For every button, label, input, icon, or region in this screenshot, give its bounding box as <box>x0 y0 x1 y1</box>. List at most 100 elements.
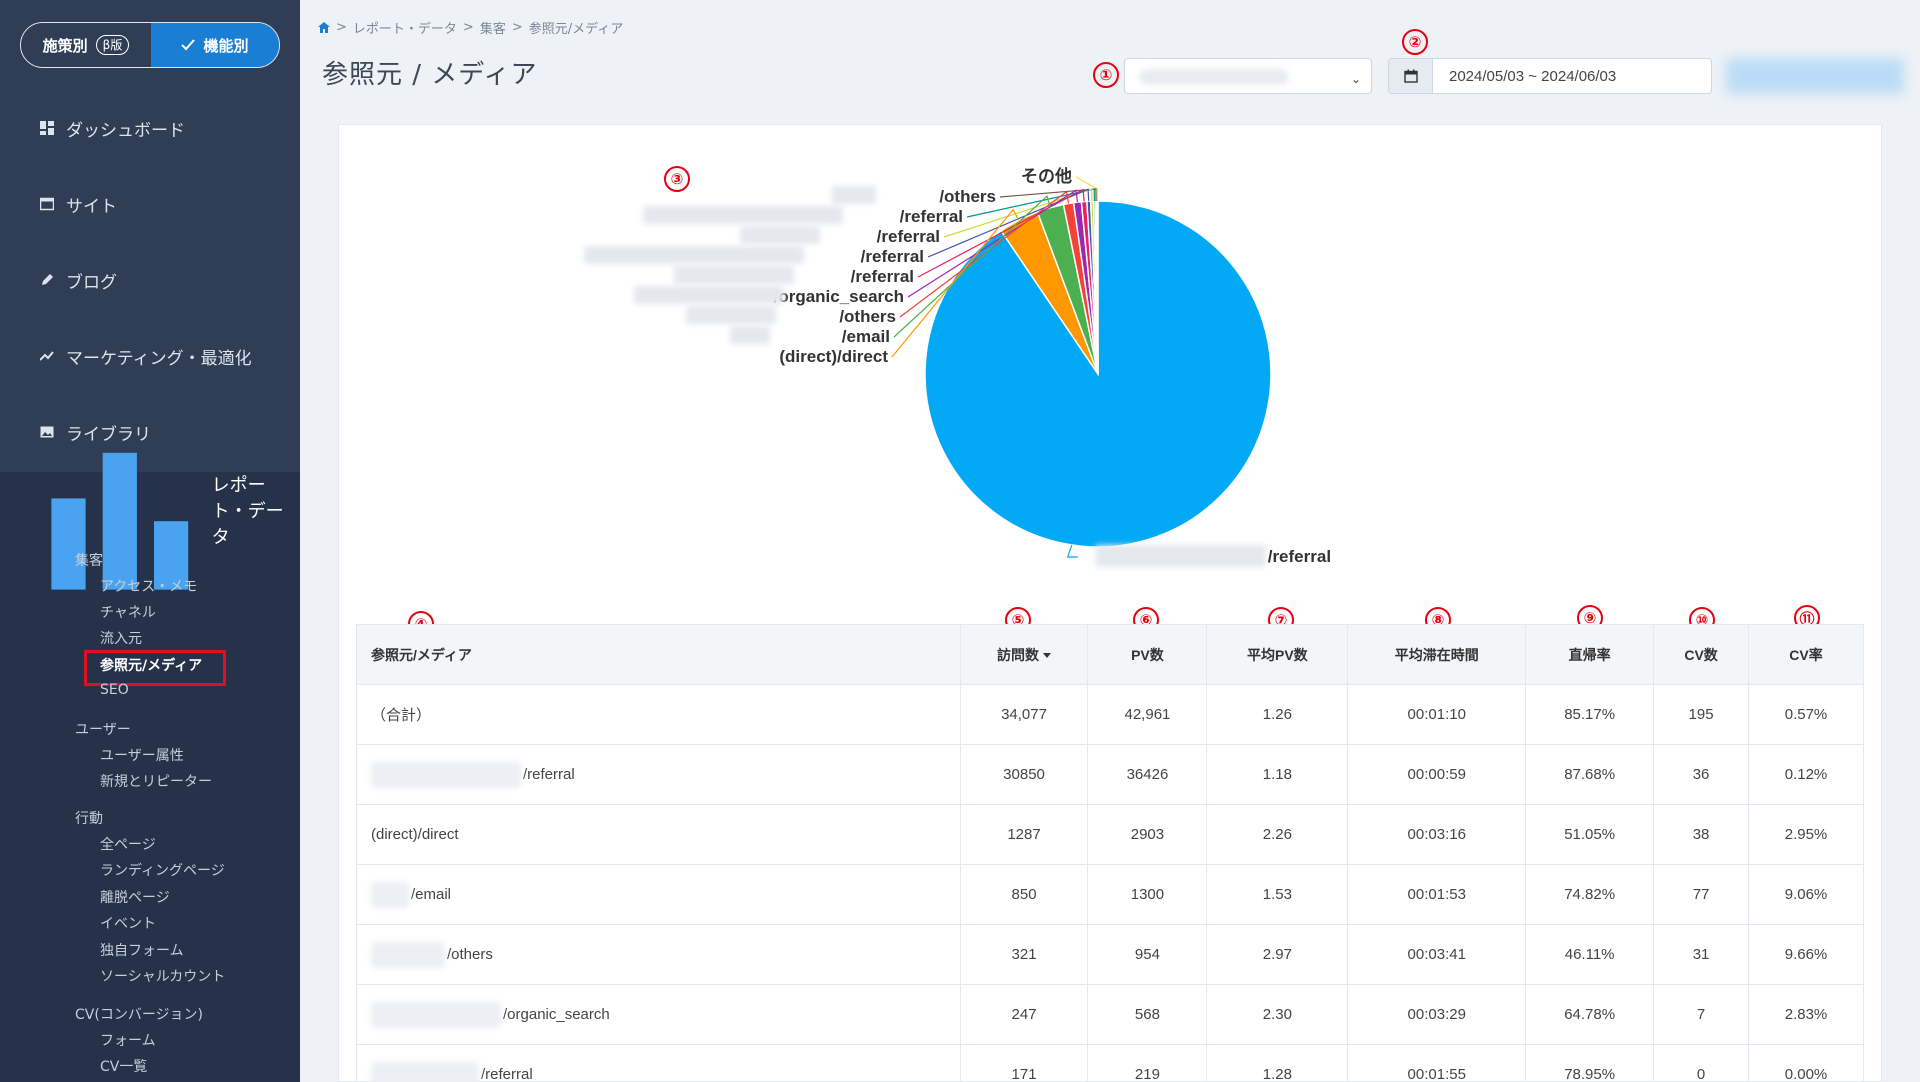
sidebar-item-report[interactable]: レポート・データ <box>0 453 300 590</box>
cell-pv: 1300 <box>1087 864 1208 925</box>
link-exit[interactable]: 離脱ページ <box>100 890 170 906</box>
col-visits-label: 訪問数 <box>997 646 1040 663</box>
cell-bounce: 51.05% <box>1525 804 1655 865</box>
page-title: 参照元 / メディア <box>322 60 538 90</box>
link-channel[interactable]: チャネル <box>100 605 156 621</box>
toggle-by-function-button[interactable]: 機能別 <box>151 23 279 67</box>
link-landing[interactable]: ランディングページ <box>100 863 225 879</box>
group-acquisition: 集客 <box>75 553 103 569</box>
col-avg-pv[interactable]: 平均PV数 <box>1206 624 1349 685</box>
link-seo[interactable]: SEO <box>100 682 129 698</box>
calendar-button[interactable] <box>1388 58 1432 94</box>
redacted-label <box>832 186 876 204</box>
cell-source-medium[interactable]: (direct)/direct <box>356 804 961 865</box>
cell-pv: 954 <box>1087 924 1208 985</box>
marker-3: ③ <box>664 166 690 192</box>
site-select-value <box>1139 69 1289 85</box>
cell-source-medium[interactable]: /referral <box>356 1044 961 1082</box>
table-row: /organic_search 247 568 2.30 00:03:29 64.78% 7… <box>356 984 1864 1045</box>
pie-label: /email <box>842 327 890 346</box>
link-event[interactable]: イベント <box>100 916 156 932</box>
cell-pv: 568 <box>1087 984 1208 1045</box>
group-behavior: 行動 <box>75 811 103 827</box>
pie-leader-line <box>899 190 1070 318</box>
table-row: /referral 171 219 1.28 00:01:55 78.95% 0 0.00% <box>356 1044 1864 1082</box>
breadcrumb-acquisition[interactable]: 集客 <box>479 22 506 37</box>
redacted-label <box>730 326 770 344</box>
pie-label: /others <box>939 187 996 206</box>
cell-visits: 34,077 <box>959 684 1089 745</box>
cell-source-medium[interactable]: /email <box>356 864 961 925</box>
cell-pv: 42,961 <box>1087 684 1208 745</box>
col-cv-rate[interactable]: CV率 <box>1748 624 1864 685</box>
action-button[interactable] <box>1726 58 1904 94</box>
pie-leader-line <box>917 188 1085 278</box>
cell-source-medium[interactable]: /others <box>356 924 961 985</box>
cell-cv: 7 <box>1653 984 1750 1045</box>
sidebar-item-dashboard[interactable]: ダッシュボード <box>0 90 300 166</box>
col-pv[interactable]: PV数 <box>1087 624 1208 685</box>
cell-avg-pv: 1.53 <box>1206 864 1349 925</box>
sidebar-item-label: レポート・データ <box>211 475 284 548</box>
sidebar-item-label: ブログ <box>66 272 117 293</box>
table-row: /referral 30850 36426 1.18 00:00:59 87.68% 36 0… <box>356 744 1864 805</box>
link-cv-list[interactable]: CV一覧 <box>100 1059 148 1075</box>
cell-cv: 195 <box>1653 684 1750 745</box>
breadcrumb-report[interactable]: レポート・データ <box>352 22 457 37</box>
cell-source-medium[interactable]: （合計） <box>356 684 961 745</box>
cell-cv: 77 <box>1653 864 1750 925</box>
link-social[interactable]: ソーシャルカウント <box>100 969 226 985</box>
redacted-label <box>634 286 784 304</box>
link-custom-form[interactable]: 独自フォーム <box>100 943 184 959</box>
link-source-medium[interactable]: 参照元/メディア <box>100 658 203 674</box>
table-header-row: 参照元/メディア 訪問数 PV数 平均PV数 平均滞在時間 直帰率 CV数 CV… <box>356 624 1864 685</box>
date-range-input[interactable]: 2024/05/03 ~ 2024/06/03 <box>1432 58 1712 94</box>
sidebar-item-label: ライブラリ <box>66 424 151 445</box>
col-visits[interactable]: 訪問数 <box>959 624 1089 685</box>
sidebar-item-marketing[interactable]: マーケティング・最適化 <box>0 318 300 394</box>
col-cv[interactable]: CV数 <box>1653 624 1750 685</box>
image-icon <box>40 426 54 438</box>
toggle-by-measure-button[interactable]: 施策別 β版 <box>21 23 151 67</box>
sidebar-item-library[interactable]: ライブラリ <box>0 394 300 470</box>
pie-leader-line <box>927 188 1090 258</box>
cell-source-medium[interactable]: /referral <box>356 744 961 805</box>
dashboard-icon <box>40 121 54 135</box>
source-medium-table: 参照元/メディア 訪問数 PV数 平均PV数 平均滞在時間 直帰率 CV数 CV… <box>356 624 1864 1082</box>
col-bounce[interactable]: 直帰率 <box>1525 624 1655 685</box>
window-icon <box>40 197 54 211</box>
cell-bounce: 46.11% <box>1525 924 1655 985</box>
cell-avg-time: 00:01:10 <box>1347 684 1527 745</box>
cell-source-medium[interactable]: /organic_search <box>356 984 961 1045</box>
cell-avg-time: 00:03:29 <box>1347 984 1527 1045</box>
sidebar-item-blog[interactable]: ブログ <box>0 242 300 318</box>
link-user-attr[interactable]: ユーザー属性 <box>100 748 184 764</box>
sidebar-item-site[interactable]: サイト <box>0 166 300 242</box>
toggle-right-label: 機能別 <box>203 36 249 55</box>
cell-cv: 0 <box>1653 1044 1750 1082</box>
cell-avg-time: 00:01:53 <box>1347 864 1527 925</box>
cell-bounce: 74.82% <box>1525 864 1655 925</box>
cell-avg-time: 00:00:59 <box>1347 744 1527 805</box>
home-icon[interactable] <box>318 22 330 33</box>
source-medium-label: /others <box>447 945 493 963</box>
pie-leader-line <box>943 188 1093 238</box>
cell-cv-rate: 0.12% <box>1748 744 1864 805</box>
redacted-source <box>371 1061 479 1082</box>
pie-leader-line <box>966 188 1096 218</box>
cell-cv-rate: 9.66% <box>1748 924 1864 985</box>
link-all-pages[interactable]: 全ページ <box>100 837 156 853</box>
redacted-label <box>643 206 843 224</box>
link-inflow[interactable]: 流入元 <box>100 631 142 647</box>
site-select[interactable]: ⌄ <box>1124 58 1372 94</box>
link-access-memo[interactable]: アクセス・メモ <box>100 579 198 595</box>
col-source-medium[interactable]: 参照元/メディア <box>356 624 961 685</box>
sort-desc-icon <box>1043 653 1052 659</box>
col-avg-time[interactable]: 平均滞在時間 <box>1347 624 1527 685</box>
pie-label: /organic_search <box>774 287 904 306</box>
link-form[interactable]: フォーム <box>100 1033 156 1049</box>
pie-label: /referral <box>1268 547 1331 566</box>
source-medium-label: /referral <box>523 765 575 783</box>
pie-leader-line <box>999 188 1097 202</box>
link-new-repeat[interactable]: 新規とリピーター <box>100 774 212 790</box>
